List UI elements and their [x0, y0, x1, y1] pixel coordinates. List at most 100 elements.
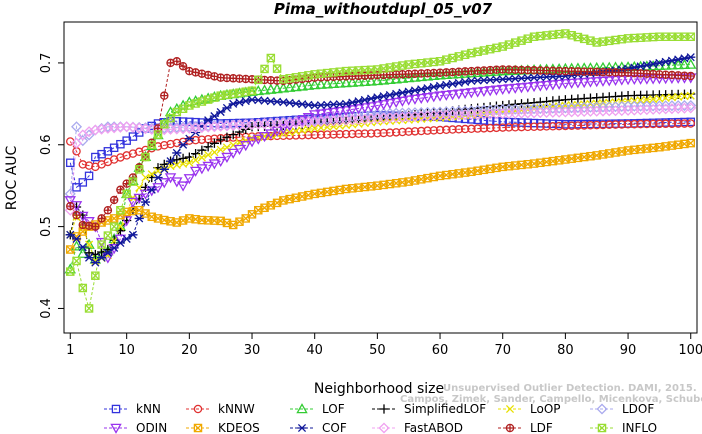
point-inflo: [122, 189, 131, 199]
point-odin: [183, 174, 196, 185]
point-simplifiedlof: [686, 89, 696, 99]
point-odin: [152, 183, 164, 194]
point-odin: [258, 132, 271, 143]
point-simplifiedlof: [178, 153, 188, 164]
point-cof: [147, 185, 157, 194]
point-odin: [578, 77, 590, 89]
point-odin: [139, 189, 152, 200]
series-points: [64, 29, 697, 313]
legend-label-knnw: kNNW: [218, 402, 255, 416]
point-loop: [185, 158, 194, 167]
point-knn: [517, 118, 526, 127]
point-inflo: [116, 205, 125, 215]
point-lof: [258, 84, 271, 95]
point-knnw: [454, 125, 464, 134]
legend-marker-odin: [110, 423, 122, 434]
point-odin: [565, 78, 578, 89]
point-inflo: [78, 283, 88, 293]
point-knnw: [529, 122, 539, 132]
point-loop: [210, 148, 219, 157]
point-knn: [97, 149, 106, 159]
point-lof: [315, 78, 327, 89]
point-cof: [203, 116, 213, 125]
point-odin: [396, 96, 409, 107]
point-ldf: [172, 57, 182, 66]
point-inflo: [266, 53, 276, 63]
point-knn: [473, 115, 482, 125]
point-odin: [214, 156, 227, 168]
point-odin: [584, 77, 597, 88]
point-cof: [679, 54, 690, 63]
point-cof: [435, 81, 445, 90]
point-knnw: [78, 160, 88, 169]
point-odin: [340, 106, 352, 117]
point-inflo: [109, 222, 119, 231]
plot-frame: [63, 21, 698, 334]
point-ldof: [71, 121, 83, 133]
point-lof: [359, 75, 371, 86]
point-inflo: [66, 267, 75, 276]
point-odin: [597, 76, 609, 87]
point-knnw: [536, 122, 545, 131]
point-knnw: [504, 123, 514, 132]
point-knnw: [185, 136, 194, 145]
point-odin: [371, 101, 384, 112]
point-odin: [540, 80, 553, 92]
point-inflo: [72, 256, 81, 266]
point-odin: [603, 76, 615, 87]
point-ldf: [686, 71, 695, 81]
point-inflo: [247, 86, 257, 95]
point-lof: [302, 79, 315, 90]
point-lof: [296, 80, 308, 91]
point-ldof: [64, 188, 76, 200]
point-odin: [478, 86, 490, 98]
point-fastabod: [83, 126, 95, 138]
legend-label-odin: ODIN: [136, 421, 167, 434]
legend-marker-ldf: [505, 423, 515, 433]
point-lof: [402, 72, 415, 83]
x-tick-label: 80: [557, 343, 574, 358]
point-knnw: [598, 120, 608, 130]
point-cof: [460, 77, 470, 86]
point-lof: [434, 69, 446, 80]
point-cof: [159, 165, 169, 174]
point-odin: [233, 144, 246, 156]
point-cof: [654, 58, 664, 67]
point-odin: [434, 91, 446, 102]
point-loop: [153, 166, 163, 176]
point-knnw: [335, 130, 345, 139]
x-tick-label: 1: [66, 343, 74, 358]
point-cof: [178, 140, 188, 149]
point-lof: [659, 59, 672, 70]
point-loop: [285, 128, 294, 137]
legend-marker-simplifiedlof: [379, 404, 389, 414]
legend: kNN kNNW LOF SimplifiedLOF LoOP LDOF ODIN KDEOS…: [104, 402, 657, 434]
point-inflo: [260, 64, 269, 74]
point-ldf: [178, 61, 188, 71]
point-knnw: [473, 124, 482, 133]
point-knn: [178, 117, 188, 126]
point-lof: [158, 117, 170, 128]
point-knnw: [423, 126, 432, 135]
point-odin: [308, 110, 321, 121]
point-knnw: [561, 121, 570, 131]
point-lof: [321, 78, 333, 89]
point-knnw: [605, 120, 614, 130]
point-cof: [667, 56, 677, 65]
point-cof: [222, 103, 232, 112]
point-odin: [515, 83, 528, 94]
y-tick-label: 0.4: [39, 298, 54, 319]
point-loop: [191, 156, 200, 165]
y-tick-label: 0.6: [39, 134, 54, 155]
point-cof: [109, 243, 119, 252]
point-odin: [446, 90, 459, 101]
point-odin: [346, 105, 359, 116]
legend-label-loop: LoOP: [530, 402, 561, 416]
point-cof: [397, 88, 408, 97]
point-knnw: [373, 129, 382, 138]
point-knnw: [554, 121, 564, 131]
legend-marker-fastabod: [378, 422, 390, 434]
point-lof: [308, 79, 321, 90]
point-cof: [661, 57, 671, 66]
